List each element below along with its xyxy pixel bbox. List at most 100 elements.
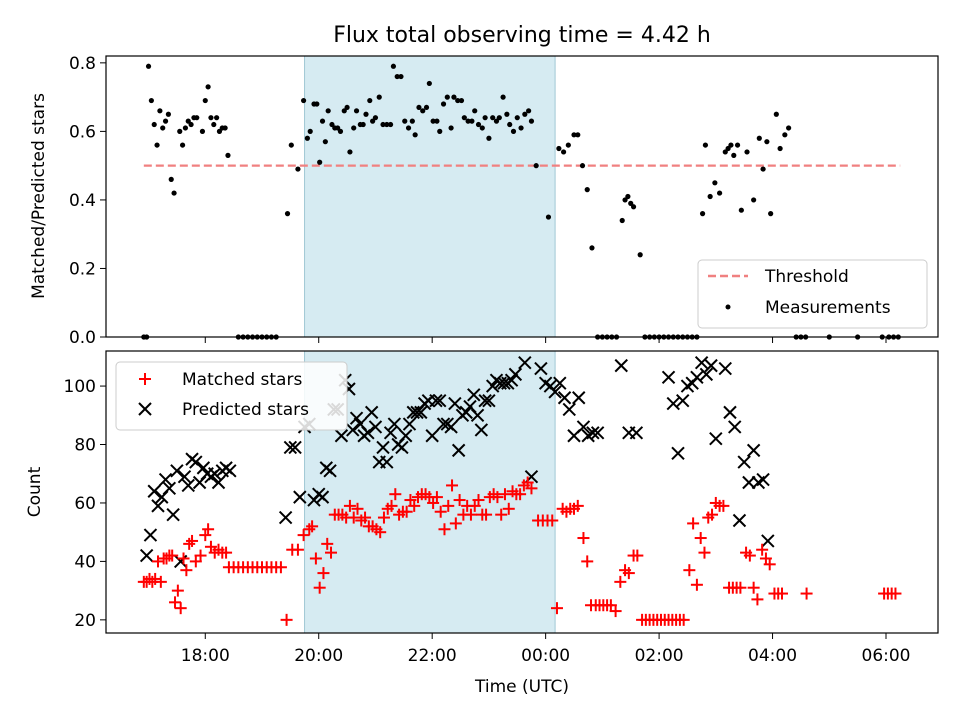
predicted-marker-stroke (353, 417, 368, 431)
predicted-marker-stroke (562, 402, 576, 417)
measurement-point (496, 115, 502, 121)
predicted-marker-stroke (485, 379, 500, 393)
matched-star-marker (546, 514, 559, 527)
ratio-panel: 0.00.20.40.60.8 Matched/Predicted stars … (29, 54, 939, 348)
predicted-star-marker (504, 373, 519, 387)
measurement-point (526, 108, 532, 114)
measurement-point (214, 115, 220, 121)
matched-star-marker (734, 581, 747, 594)
predicted-star-marker (485, 379, 500, 393)
measurement-point (360, 121, 366, 128)
measurement-point (561, 149, 567, 155)
predicted-marker-stroke (196, 461, 211, 475)
matched-star-marker (609, 605, 622, 618)
predicted-marker-stroke (614, 358, 628, 373)
measurement-point (728, 142, 734, 148)
predicted-marker-stroke (718, 361, 732, 376)
predicted-marker-stroke (402, 417, 417, 431)
measurement-point (575, 132, 581, 138)
matched-star-marker (706, 508, 719, 521)
matched-star-marker (743, 549, 756, 562)
measurement-point (347, 149, 353, 155)
matched-star-marker (186, 534, 199, 547)
matched-star-marker (495, 508, 508, 521)
measurement-point (437, 128, 443, 134)
predicted-marker-stroke (448, 396, 462, 411)
measurement-point (199, 128, 206, 134)
measurement-point (622, 197, 628, 203)
predicted-star-marker (699, 367, 714, 382)
predicted-star-marker (590, 426, 605, 440)
predicted-star-marker (451, 443, 466, 458)
predicted-marker-stroke (572, 391, 586, 405)
predicted-marker-stroke (181, 478, 195, 493)
observing-window-span (304, 55, 556, 338)
measurement-point (208, 115, 214, 121)
predicted-star-marker (444, 420, 458, 434)
matched-star-marker (303, 523, 316, 536)
predicted-marker-stroke (553, 376, 567, 390)
predicted-marker-stroke (436, 417, 451, 431)
matched-star-marker (180, 564, 193, 577)
measurement-point (337, 128, 344, 134)
x-axis-label: Time (UTC) (474, 677, 569, 697)
ratio-ytick-label: 0.0 (69, 328, 96, 348)
matched-star-marker (183, 537, 196, 550)
measurement-point (420, 108, 426, 114)
measurement-point (702, 142, 709, 148)
count-xtick-label: 02:00 (635, 646, 684, 666)
measurement-point (475, 121, 482, 128)
measurement-point (216, 128, 223, 134)
measurement-point (786, 125, 792, 131)
matched-star-marker (359, 511, 372, 524)
predicted-marker-stroke (376, 440, 390, 455)
predicted-star-marker (349, 411, 364, 425)
matched-star-marker (464, 508, 477, 521)
predicted-star-marker (293, 490, 307, 504)
measurement-point (440, 101, 447, 107)
matched-star-marker (377, 511, 390, 524)
predicted-marker-stroke (189, 455, 203, 469)
predicted-marker-stroke (399, 429, 413, 443)
predicted-marker-stroke (661, 370, 676, 385)
ratio-legend: Threshold Measurements (697, 259, 928, 329)
matched-star-marker (400, 505, 413, 518)
matched-star-marker (160, 552, 173, 565)
predicted-marker-stroke (482, 393, 496, 408)
matched-star-marker (502, 502, 515, 515)
measurement-point (307, 128, 313, 134)
matched-star-marker (434, 505, 447, 518)
predicted-star-marker (448, 396, 462, 411)
count-ytick-label: 20 (74, 611, 96, 631)
measurement-point (398, 73, 404, 80)
count-panel-frame (105, 350, 939, 634)
predicted-star-marker (436, 417, 451, 431)
predicted-marker-stroke (147, 484, 161, 498)
measurement-point (465, 118, 471, 124)
ratio-panel-frame (105, 55, 939, 338)
predicted-marker-stroke (576, 420, 591, 434)
measurement-point (154, 142, 160, 148)
predicted-marker-stroke (467, 388, 481, 402)
measurement-point (589, 245, 595, 251)
matched-star-marker (889, 587, 902, 600)
measurement-point (510, 128, 517, 134)
predicted-marker-stroke (723, 405, 737, 420)
measurement-point (363, 111, 369, 117)
legend-threshold-label: Threshold (764, 267, 849, 287)
measurement-point (301, 97, 307, 104)
measurement-point (319, 118, 326, 124)
measurement-point (148, 97, 154, 104)
matched-star-marker (442, 499, 455, 512)
predicted-star-marker (425, 429, 439, 443)
matched-star-marker (174, 602, 187, 615)
predicted-star-marker (399, 429, 413, 443)
predicted-star-marker (470, 408, 485, 422)
matched-star-marker (154, 575, 167, 588)
measurement-point (341, 108, 347, 114)
predicted-marker-stroke (173, 554, 188, 569)
predicted-star-marker (709, 431, 723, 446)
predicted-marker-stroke (746, 443, 761, 458)
predicted-star-marker (278, 510, 293, 525)
